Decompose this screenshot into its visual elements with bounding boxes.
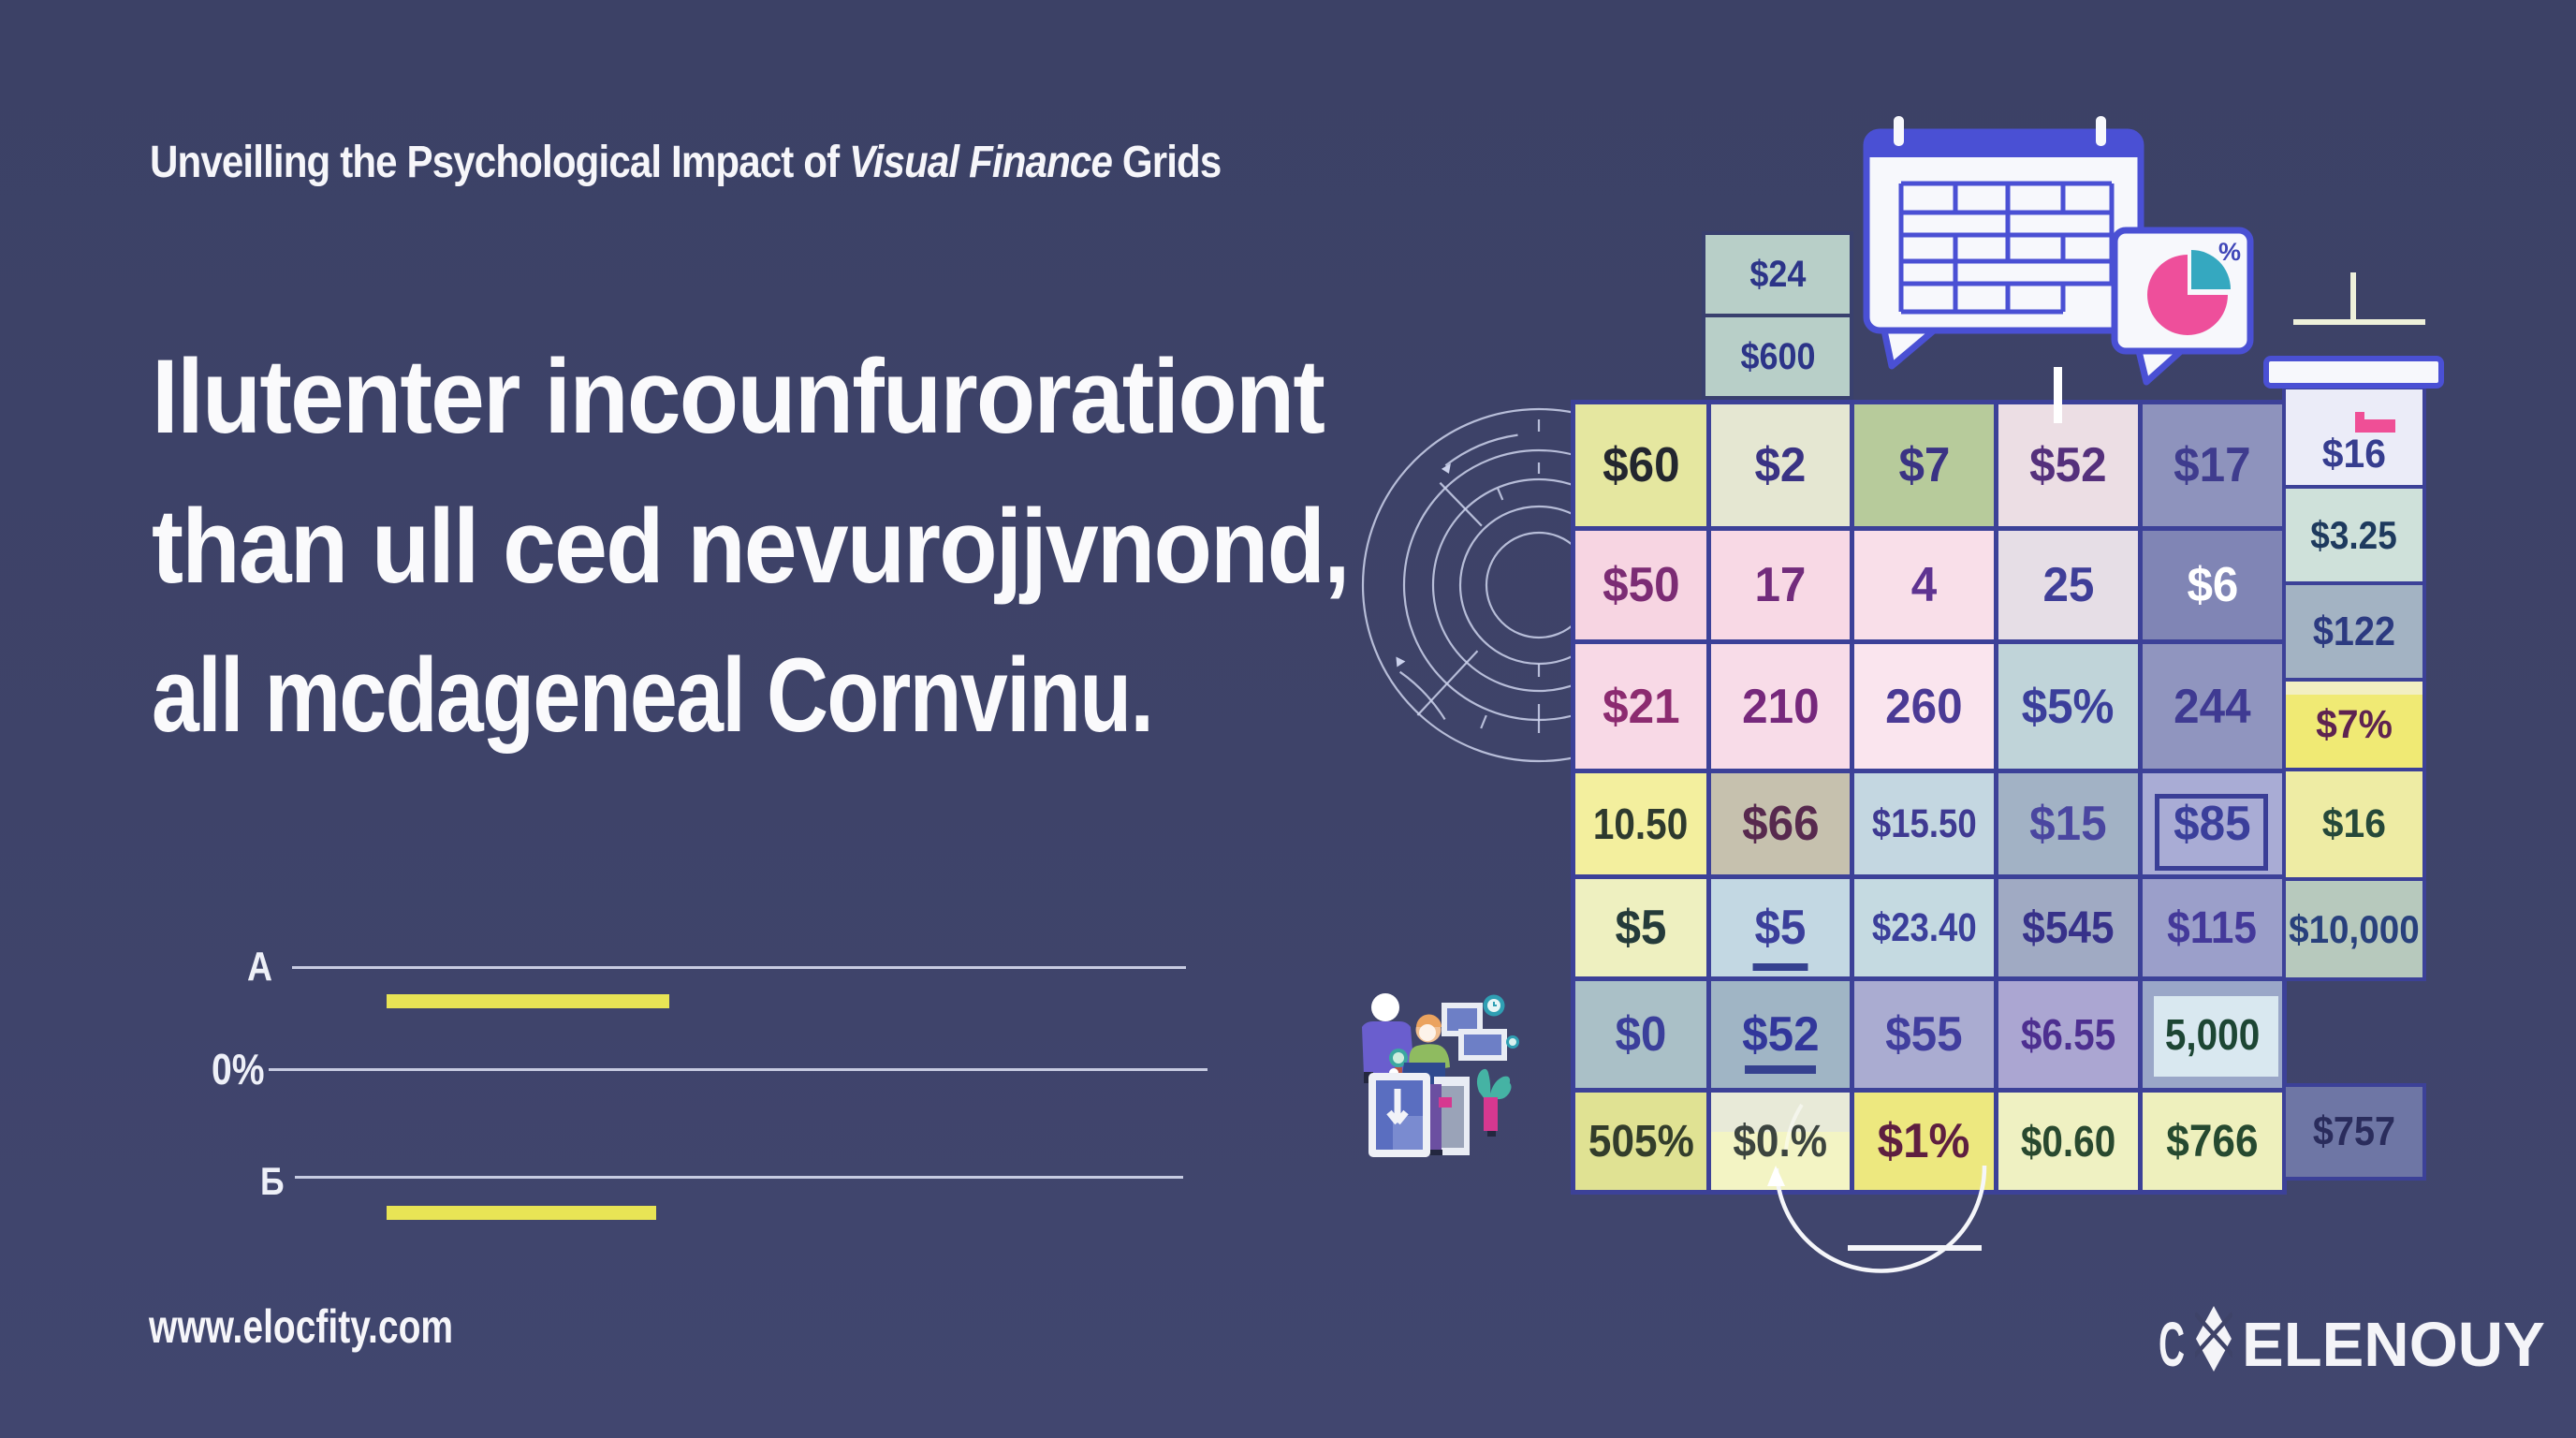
svg-text:%: % [2218, 238, 2241, 266]
